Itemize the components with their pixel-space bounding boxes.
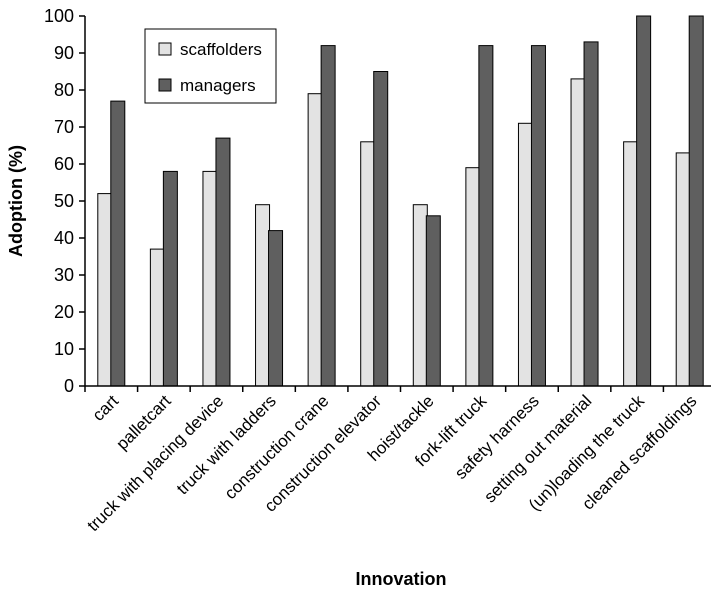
bar-managers-2 <box>215 137 231 387</box>
bar-scaffolders-3 <box>255 204 271 387</box>
legend-swatch-scaffolders <box>158 42 172 56</box>
bar-scaffolders-4 <box>307 93 323 387</box>
bar-scaffolders-1 <box>149 248 165 387</box>
bar-managers-11 <box>688 15 704 387</box>
legend-label-scaffolders: scaffolders <box>180 40 262 59</box>
y-tick-label-10: 10 <box>54 339 74 359</box>
bar-managers-5 <box>373 71 389 387</box>
bar-scaffolders-2 <box>202 170 218 387</box>
bar-scaffolders-10 <box>623 141 639 387</box>
bar-scaffolders-5 <box>360 141 376 387</box>
y-tick-label-30: 30 <box>54 265 74 285</box>
y-tick-labels: 0 10 20 30 40 50 60 70 80 90 100 <box>44 6 74 396</box>
y-tick-label-50: 50 <box>54 191 74 211</box>
bar-managers-3 <box>268 230 284 387</box>
bar-managers-1 <box>162 170 178 387</box>
bar-managers-8 <box>530 45 546 387</box>
bar-scaffolders-7 <box>465 167 481 387</box>
legend-swatch-managers <box>158 78 172 92</box>
bar-scaffolders-11 <box>675 152 691 387</box>
y-tick-label-100: 100 <box>44 6 74 26</box>
bar-managers-9 <box>583 41 599 387</box>
x-tick-label-3: truck with ladders <box>173 391 280 498</box>
legend: scaffolders managers <box>144 28 277 104</box>
bar-managers-4 <box>320 45 336 387</box>
y-tick-label-0: 0 <box>64 376 74 396</box>
bar-scaffolders-8 <box>517 122 533 387</box>
bar-scaffolders-0 <box>97 193 113 387</box>
bar-managers-10 <box>636 15 652 387</box>
bars-layer <box>97 15 704 387</box>
legend-label-managers: managers <box>180 76 256 95</box>
x-axis-title: Innovation <box>356 569 447 589</box>
bar-scaffolders-9 <box>570 78 586 387</box>
y-tick-label-20: 20 <box>54 302 74 322</box>
axes-layer <box>79 15 711 392</box>
y-tick-label-60: 60 <box>54 154 74 174</box>
y-tick-label-80: 80 <box>54 80 74 100</box>
y-tick-label-70: 70 <box>54 117 74 137</box>
y-tick-label-40: 40 <box>54 228 74 248</box>
bar-managers-0 <box>110 100 126 387</box>
y-axis-title: Adoption (%) <box>6 145 26 257</box>
y-tick-label-90: 90 <box>54 43 74 63</box>
bar-managers-7 <box>478 45 494 387</box>
bar-managers-6 <box>425 215 441 387</box>
x-tick-label-0: cart <box>89 391 123 425</box>
bar-scaffolders-6 <box>412 204 428 387</box>
